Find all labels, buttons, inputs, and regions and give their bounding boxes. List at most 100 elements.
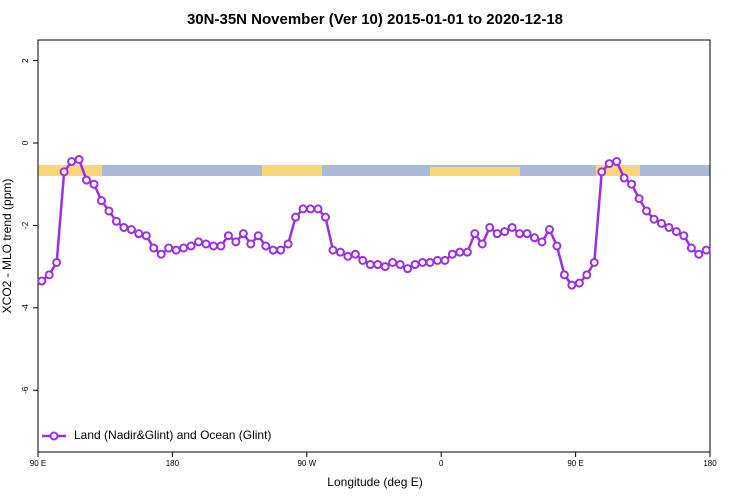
- point: [156, 249, 166, 259]
- point: [559, 270, 569, 280]
- point: [149, 243, 159, 253]
- point: [544, 225, 554, 235]
- plot-frame: [37, 39, 711, 453]
- point: [171, 245, 181, 255]
- y-tick-label: -2: [21, 221, 30, 229]
- point: [552, 241, 562, 251]
- point: [141, 231, 151, 241]
- point: [231, 237, 241, 247]
- point: [432, 255, 442, 265]
- point: [320, 212, 330, 222]
- chart-title: 30N-35N November (Ver 10) 2015-01-01 to …: [187, 11, 563, 28]
- point: [627, 179, 637, 189]
- point: [343, 251, 353, 261]
- x-axis-label: Longitude (deg E): [327, 475, 422, 489]
- point: [164, 243, 174, 253]
- point: [111, 216, 121, 226]
- point: [216, 241, 226, 251]
- point: [447, 249, 457, 259]
- point: [104, 206, 114, 216]
- point: [253, 231, 263, 241]
- x-tick-label: 90 E: [30, 459, 46, 468]
- point: [664, 222, 674, 232]
- point: [418, 257, 428, 267]
- point: [642, 206, 652, 216]
- y-tick-label: -4: [21, 304, 30, 312]
- point: [440, 255, 450, 265]
- point: [313, 204, 323, 214]
- point: [373, 260, 383, 270]
- y-axis-label: XCO2 - MLO trend (ppm): [0, 179, 14, 314]
- land-ocean-strip: [38, 165, 710, 176]
- point: [246, 239, 256, 249]
- point: [335, 247, 345, 257]
- point: [96, 196, 106, 206]
- point: [485, 222, 495, 232]
- point: [358, 255, 368, 265]
- point: [515, 229, 525, 239]
- point: [522, 229, 532, 239]
- point: [134, 229, 144, 239]
- point: [119, 222, 129, 232]
- point: [619, 173, 629, 183]
- point: [52, 257, 62, 267]
- point: [694, 249, 704, 259]
- point: [208, 241, 218, 251]
- point: [649, 214, 659, 224]
- point: [537, 237, 547, 247]
- point: [365, 260, 375, 270]
- point: [89, 179, 99, 189]
- point: [328, 245, 338, 255]
- point: [261, 241, 271, 251]
- point: [201, 239, 211, 249]
- point: [656, 218, 666, 228]
- point: [530, 233, 540, 243]
- point: [597, 167, 607, 177]
- point: [410, 260, 420, 270]
- x-tick-label: 90 W: [297, 459, 316, 468]
- y-tick-label: 0: [21, 140, 30, 145]
- point: [59, 167, 69, 177]
- point: [82, 175, 92, 185]
- point: [686, 243, 696, 253]
- point: [126, 225, 136, 235]
- point: [634, 194, 644, 204]
- point: [462, 247, 472, 257]
- point: [291, 212, 301, 222]
- point: [223, 231, 233, 241]
- point: [701, 245, 711, 255]
- point: [74, 154, 84, 164]
- point: [500, 227, 510, 237]
- point: [470, 229, 480, 239]
- point: [612, 157, 622, 167]
- x-tick-label: 0: [439, 459, 444, 468]
- point: [179, 243, 189, 253]
- point: [582, 270, 592, 280]
- point: [679, 231, 689, 241]
- point: [574, 278, 584, 288]
- x-tick-label: 90 E: [567, 459, 583, 468]
- point: [589, 257, 599, 267]
- point: [492, 229, 502, 239]
- point: [298, 204, 308, 214]
- point: [276, 245, 286, 255]
- point: [67, 157, 77, 167]
- point: [350, 249, 360, 259]
- point: [455, 247, 465, 257]
- point: [403, 264, 413, 274]
- point: [283, 239, 293, 249]
- point: [37, 276, 47, 286]
- x-tick-label: 180: [166, 459, 180, 468]
- point: [194, 237, 204, 247]
- point: [44, 270, 54, 280]
- point: [507, 222, 517, 232]
- point: [306, 204, 316, 214]
- point: [604, 159, 614, 169]
- point: [388, 257, 398, 267]
- x-tick-label: 180: [703, 459, 717, 468]
- point: [567, 280, 577, 290]
- point: [186, 241, 196, 251]
- point: [395, 260, 405, 270]
- point: [268, 245, 278, 255]
